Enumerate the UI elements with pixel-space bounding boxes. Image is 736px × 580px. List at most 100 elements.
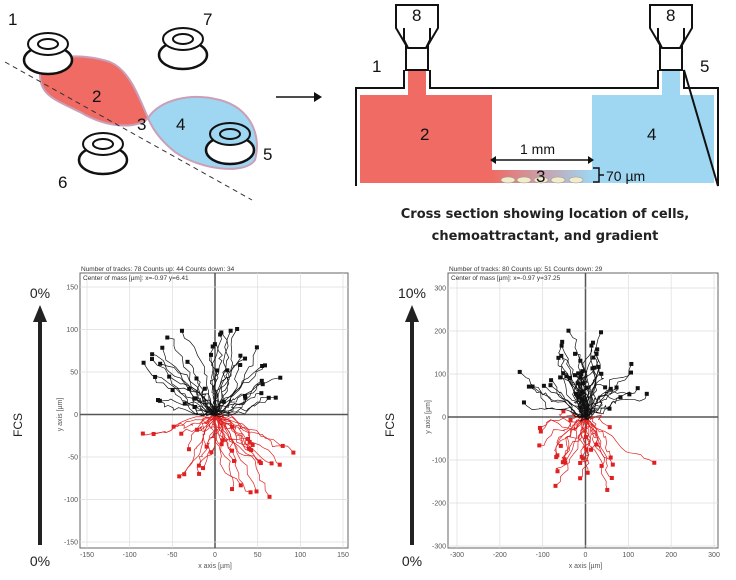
track-down xyxy=(585,416,655,464)
track-up xyxy=(559,377,586,418)
track-end-down xyxy=(196,463,201,468)
stats-line-2: Center of mass [µm]: x=-0.97 y=37.25 xyxy=(451,275,561,282)
x-tick-label: -100 xyxy=(123,552,137,559)
track-end-down xyxy=(140,431,145,436)
label-1-section: 1 xyxy=(372,57,381,76)
track-down xyxy=(183,414,216,475)
track-end-up xyxy=(618,395,623,400)
y-tick-label: -100 xyxy=(64,497,78,504)
track-end-down xyxy=(277,462,282,467)
track-end-down xyxy=(179,431,184,436)
length-label: 1 mm xyxy=(520,141,555,157)
label-4: 4 xyxy=(176,115,185,134)
track-end-up xyxy=(150,357,155,362)
track-up xyxy=(192,398,216,415)
track-end-up xyxy=(235,326,240,331)
trajectory-plot-1: -150 -100 -50 0 50 100 150 150 100 50 0 -50 -100 -150… xyxy=(57,266,349,570)
track-end-up xyxy=(629,370,634,375)
track-end-up xyxy=(599,330,604,335)
track-end-down xyxy=(171,424,176,429)
track-end-up xyxy=(564,374,569,379)
gradient-bottom-label: 0% xyxy=(30,553,50,569)
track-end-down xyxy=(607,425,612,430)
track-end-up xyxy=(573,391,578,396)
track-down xyxy=(214,414,272,464)
well-cap-right xyxy=(649,4,693,71)
track-end-down xyxy=(231,458,236,463)
y-tick-label: 50 xyxy=(70,370,78,377)
y-tick-label: -100 xyxy=(432,458,446,465)
track-end-down xyxy=(589,447,594,452)
track-end-up xyxy=(260,382,265,387)
track-down xyxy=(214,414,252,451)
track-end-up xyxy=(212,342,217,347)
label-7: 7 xyxy=(203,10,212,29)
track-end-up xyxy=(608,386,613,391)
track-end-up xyxy=(150,352,155,357)
track-end-up xyxy=(595,347,600,352)
track-end-up xyxy=(614,385,619,390)
track-down xyxy=(585,414,610,428)
track-down xyxy=(206,414,224,447)
caption-line-2: chemoattractant, and gradient xyxy=(432,229,659,244)
track-down xyxy=(555,416,586,458)
track-end-up xyxy=(591,355,596,360)
track-up xyxy=(214,365,266,415)
track-up xyxy=(574,374,589,418)
track-end-down xyxy=(209,450,214,455)
track-end-down xyxy=(594,442,599,447)
track-end-down xyxy=(248,490,253,495)
track-end-up xyxy=(590,366,595,371)
x-tick-label: -300 xyxy=(450,552,464,559)
track-end-up xyxy=(576,371,581,376)
track-up xyxy=(543,385,586,418)
track-down xyxy=(179,414,216,477)
track-end-up xyxy=(185,359,190,364)
track-up xyxy=(523,402,586,418)
track-end-up xyxy=(262,363,267,368)
track-down xyxy=(214,414,283,448)
well-7 xyxy=(157,27,209,71)
label-1: 1 xyxy=(8,10,17,29)
x-tick-label: 200 xyxy=(665,552,677,559)
track-up xyxy=(159,400,216,415)
y-tick-label: 300 xyxy=(434,286,446,293)
track-end-up xyxy=(221,399,226,404)
arrow-up-icon xyxy=(33,305,47,545)
y-tick-label: 100 xyxy=(66,327,78,334)
track-end-down xyxy=(599,463,604,468)
y-tick-label: 100 xyxy=(434,372,446,379)
track-end-down xyxy=(652,460,657,465)
track-end-down xyxy=(609,475,614,480)
track-end-up xyxy=(141,360,146,365)
gradient-indicator-1: 0% FCS 0% xyxy=(11,285,50,569)
track-end-down xyxy=(584,447,589,452)
track-down xyxy=(214,414,262,464)
track-end-up xyxy=(266,395,271,400)
well-1 xyxy=(22,32,74,76)
track-end-up xyxy=(153,374,158,379)
track-end-up xyxy=(238,353,243,358)
track-end-up xyxy=(548,383,553,388)
cross-section-line xyxy=(4,61,253,201)
track-up xyxy=(550,384,586,418)
track-end-down xyxy=(204,444,209,449)
track-end-up xyxy=(278,375,283,380)
track-down xyxy=(577,416,589,473)
x-tick-label: 0 xyxy=(213,552,217,559)
y-axis-label: y axis [µm] xyxy=(57,398,64,432)
y-tick-label: -200 xyxy=(432,501,446,508)
x-tick-label: 100 xyxy=(622,552,634,559)
track-end-down xyxy=(291,450,296,455)
track-down xyxy=(173,414,216,430)
track-end-up xyxy=(580,390,585,395)
track-end-up xyxy=(218,332,223,337)
track-up xyxy=(214,364,241,415)
track-end-down xyxy=(605,487,610,492)
track-up xyxy=(532,386,586,418)
track-end-up xyxy=(530,384,535,389)
track-end-down xyxy=(254,489,259,494)
y-tick-label: 0 xyxy=(74,412,78,419)
x-tick-label: 150 xyxy=(337,552,349,559)
track-end-down xyxy=(554,455,559,460)
